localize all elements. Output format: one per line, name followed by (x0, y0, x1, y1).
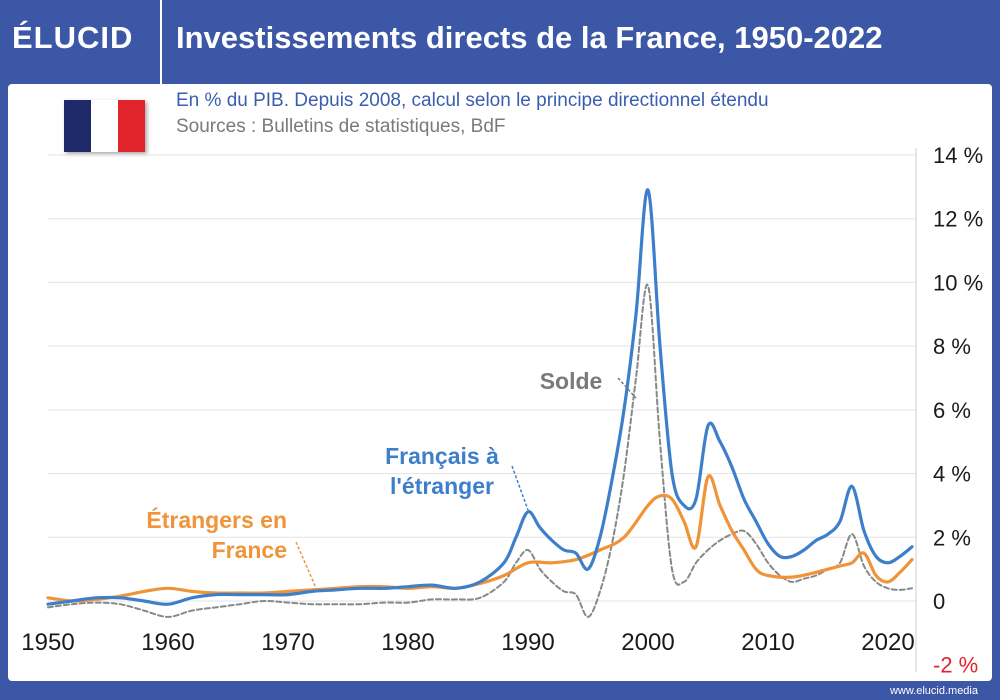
y-tick-label: 6 % (933, 398, 971, 423)
flag-stripe-white (91, 100, 118, 152)
y-tick-label: 14 % (933, 143, 983, 168)
france-flag-icon (64, 100, 145, 152)
label-solde: Solde (540, 368, 603, 394)
series-solde-line (47, 283, 913, 618)
y-tick-label: -2 % (933, 653, 978, 678)
chart-source: Sources : Bulletins de statistiques, BdF (176, 116, 506, 137)
x-tick-label: 1990 (501, 629, 554, 656)
x-tick-label: 1960 (141, 629, 194, 656)
flag-stripe-red (118, 100, 145, 152)
y-tick-label: 2 % (933, 525, 971, 550)
label-francais: Français à (385, 443, 499, 469)
series-francais-line (46, 188, 914, 606)
y-tick-label: 8 % (933, 334, 971, 359)
x-tick-label: 1970 (261, 629, 314, 656)
label-solde-leader (617, 377, 637, 399)
y-tick-label: 10 % (933, 270, 983, 295)
x-tick-label: 2000 (621, 629, 674, 656)
header-divider (160, 0, 162, 84)
y-tick-label: 0 (933, 589, 945, 614)
y-tick-label: 12 % (933, 207, 983, 232)
x-tick-label: 1980 (381, 629, 434, 656)
chart-title: Investissements directs de la France, 19… (176, 20, 883, 55)
y-tick-label: 4 % (933, 462, 971, 487)
x-tick-label: 2010 (741, 629, 794, 656)
chart-subtitle: En % du PIB. Depuis 2008, calcul selon l… (176, 90, 769, 111)
label-etrangers-leader (295, 541, 317, 589)
label-francais-leader (511, 465, 529, 511)
header-bar: ÉLUCID Investissements directs de la Fra… (0, 0, 1000, 84)
label-francais: l'étranger (390, 473, 494, 499)
brand-logo: ÉLUCID (12, 20, 134, 55)
chart-panel: En % du PIB. Depuis 2008, calcul selon l… (8, 84, 992, 681)
footer-url: www.elucid.media (889, 685, 978, 697)
label-etrangers: France (212, 537, 287, 563)
label-etrangers: Étrangers en (146, 506, 287, 533)
flag-stripe-blue (64, 100, 91, 152)
x-tick-label: 2020 (861, 629, 914, 656)
x-tick-label: 1950 (21, 629, 74, 656)
